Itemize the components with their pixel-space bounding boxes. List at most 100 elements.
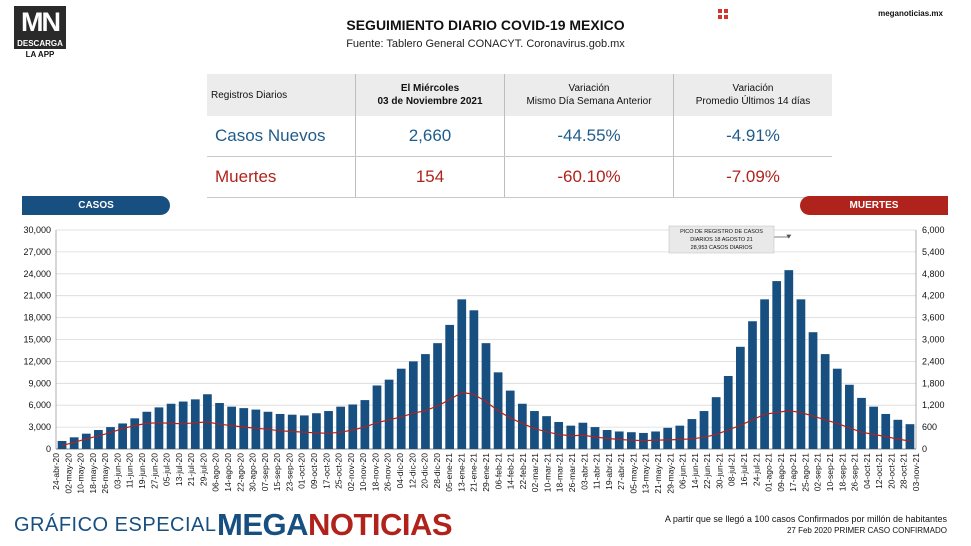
- casos-bar: [820, 354, 830, 449]
- x-tick-label: 19-abr-21: [604, 453, 614, 490]
- site-link[interactable]: meganoticias.mx: [878, 9, 943, 18]
- x-tick-label: 25-oct-20: [334, 453, 344, 489]
- casos-bar: [590, 427, 600, 449]
- casos-bar: [699, 411, 709, 449]
- x-tick-label: 02-mar-21: [530, 453, 540, 492]
- left-axis-tick-label: 18,000: [23, 313, 51, 323]
- x-tick-label: 19-jun-20: [137, 453, 147, 489]
- left-axis-tick-label: 21,000: [23, 291, 51, 301]
- casos-bar: [845, 384, 854, 449]
- col-header-registros: Registros Diarios: [207, 74, 356, 116]
- casos-bar: [905, 424, 915, 449]
- annotation-text: 28,953 CASOS DIARIOS: [691, 245, 753, 251]
- casos-bar: [215, 403, 224, 449]
- x-tick-label: 05-jul-20: [162, 453, 172, 486]
- casos-bar: [602, 430, 612, 449]
- casos-bar: [614, 431, 624, 449]
- annotation-arrow: [786, 234, 792, 239]
- x-tick-label: 11-abr-21: [592, 453, 602, 489]
- x-tick-label: 02-nov-20: [346, 453, 356, 492]
- footer-note-first-case: 27 Feb 2020 PRIMER CASO CONFIRMADO: [786, 526, 947, 535]
- casos-bar: [94, 430, 103, 449]
- x-tick-label: 26-mar-21: [567, 453, 577, 492]
- left-axis-tick-label: 24,000: [23, 269, 51, 279]
- casos-bar: [687, 419, 697, 449]
- annotation-text: DIARIOS 18 AGOSTO 21: [690, 237, 753, 243]
- casos-bar: [723, 376, 733, 449]
- row-value: 2,660: [355, 116, 505, 157]
- casos-bar: [421, 354, 430, 449]
- right-axis-tick-label: 0: [922, 444, 927, 454]
- left-axis-tick-label: 3,000: [28, 422, 51, 432]
- casos-bar: [736, 346, 745, 449]
- right-axis-tick-label: 4,800: [922, 269, 945, 279]
- x-tick-label: 01-oct-20: [297, 453, 307, 489]
- x-tick-label: 09-ago-21: [776, 453, 786, 492]
- x-tick-label: 02-sep-21: [813, 453, 823, 492]
- x-tick-label: 03-jun-20: [112, 453, 122, 489]
- col-header-date: El Miércoles 03 de Noviembre 2021: [355, 74, 505, 116]
- x-tick-label: 05-ene-21: [444, 453, 454, 492]
- casos-bar: [275, 413, 285, 449]
- x-tick-label: 13-jul-20: [174, 453, 184, 486]
- x-tick-label: 13-ene-21: [456, 453, 466, 492]
- casos-bar: [542, 416, 551, 449]
- row-var-week: -60.10%: [504, 156, 674, 198]
- x-tick-label: 12-dic-20: [407, 453, 417, 489]
- x-tick-label: 18-mar-21: [555, 453, 565, 492]
- x-tick-label: 30-jun-21: [714, 453, 724, 489]
- casos-bar: [832, 368, 842, 449]
- x-tick-label: 04-dic-20: [395, 453, 405, 489]
- left-axis-tick-label: 9,000: [28, 378, 51, 388]
- x-tick-label: 18-sep-21: [837, 453, 847, 492]
- footer-special-label: GRÁFICO ESPECIAL: [14, 514, 217, 536]
- casos-bar: [178, 401, 188, 449]
- row-value: 154: [355, 156, 505, 198]
- x-tick-label: 21-jul-20: [186, 453, 196, 486]
- x-tick-label: 06-jun-21: [678, 453, 688, 489]
- casos-bar: [239, 408, 249, 449]
- right-axis-tick-label: 4,200: [922, 291, 945, 301]
- x-tick-label: 26-nov-20: [383, 453, 393, 492]
- casos-bar: [263, 411, 273, 449]
- page-title: SEGUIMIENTO DIARIO COVID-19 MEXICO: [346, 17, 625, 33]
- x-tick-label: 28-oct-21: [899, 453, 909, 489]
- casos-bar: [384, 379, 394, 449]
- x-tick-label: 14-ago-20: [223, 453, 233, 492]
- casos-bar: [530, 411, 539, 449]
- x-tick-label: 12-oct-21: [874, 453, 884, 489]
- x-tick-label: 15-sep-20: [272, 453, 282, 492]
- casos-bar: [881, 413, 891, 449]
- x-tick-label: 13-may-21: [641, 453, 651, 494]
- x-tick-label: 26-may-20: [100, 453, 110, 494]
- left-axis-tick-label: 6,000: [28, 400, 51, 410]
- x-tick-label: 10-nov-20: [358, 453, 368, 492]
- download-app-label-2: LA APP: [25, 50, 55, 59]
- x-tick-label: 11-jun-20: [125, 453, 135, 489]
- x-tick-label: 21-may-21: [653, 453, 663, 494]
- casos-bar: [893, 419, 903, 449]
- casos-bar: [227, 406, 236, 449]
- left-axis-tick-label: 0: [46, 444, 51, 454]
- x-tick-label: 22-feb-21: [518, 453, 528, 490]
- x-tick-label: 10-sep-21: [825, 453, 835, 492]
- casos-bar: [663, 427, 673, 449]
- casos-bar: [69, 437, 79, 449]
- col-header-var-week: Variación Mismo Día Semana Anterior: [504, 74, 674, 116]
- annotation-text: PICO DE REGISTRO DE CASOS: [680, 229, 763, 235]
- app-logo[interactable]: MN: [14, 6, 66, 38]
- casos-bar: [784, 270, 794, 449]
- x-tick-label: 14-jun-21: [690, 453, 700, 489]
- casos-bar: [372, 385, 382, 449]
- x-tick-label: 10-mar-21: [542, 453, 552, 492]
- x-tick-label: 02-may-20: [63, 453, 73, 494]
- download-app-label[interactable]: DESCARGA: [14, 38, 66, 49]
- x-tick-label: 24-abr-20: [51, 453, 61, 490]
- right-axis-tick-label: 1,200: [922, 400, 945, 410]
- casos-bar: [445, 324, 455, 449]
- x-tick-label: 05-may-21: [628, 453, 638, 494]
- page-subtitle: Fuente: Tablero General CONACYT. Coronav…: [346, 38, 625, 50]
- x-tick-label: 18-nov-20: [370, 453, 380, 492]
- x-tick-label: 20-oct-21: [886, 453, 896, 489]
- x-tick-label: 10-may-20: [76, 453, 86, 494]
